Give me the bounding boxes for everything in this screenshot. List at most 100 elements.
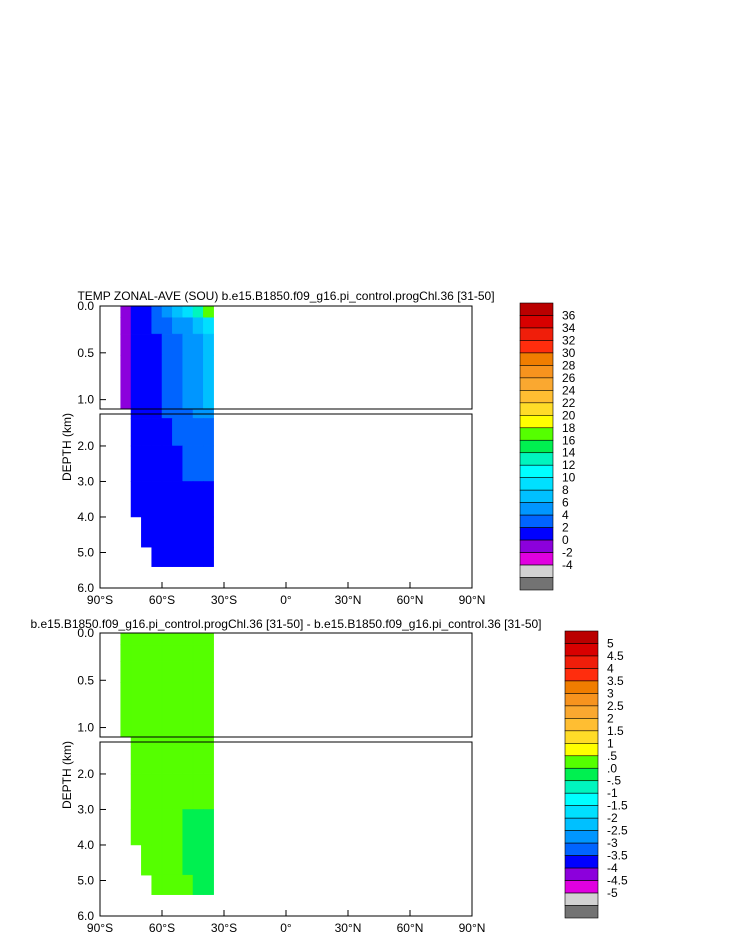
- contour-cell: [203, 682, 214, 738]
- contour-cell: [182, 546, 194, 567]
- panel-title: TEMP ZONAL-AVE (SOU) b.e15.B1850.f09_g16…: [77, 289, 494, 303]
- colorbar-swatch: [564, 842, 599, 856]
- colorbar-label: 34: [562, 321, 576, 335]
- colorbar-swatch: [519, 564, 554, 578]
- colorbar-label: 2.5: [607, 699, 624, 713]
- colorbar-swatch: [519, 452, 554, 466]
- contour-cell: [192, 844, 204, 876]
- colorbar-label: 18: [562, 421, 576, 435]
- colorbar-label: 2: [607, 711, 614, 725]
- contour-cell: [182, 418, 194, 447]
- contour-cell: [203, 661, 214, 683]
- contour-cell: [161, 305, 173, 318]
- colorbar-swatch: [564, 755, 599, 769]
- colorbar-label: 10: [562, 471, 576, 485]
- contour-cell: [172, 644, 183, 662]
- colorbar-swatch: [519, 340, 554, 354]
- contour-cell: [192, 481, 204, 518]
- contour-cell: [161, 682, 173, 738]
- colorbar-swatch: [564, 767, 599, 782]
- colorbar-label: -2: [562, 546, 573, 560]
- contour-cell: [141, 354, 152, 410]
- upper-frame: [99, 632, 473, 738]
- x-tick-label: 30°N: [335, 921, 362, 935]
- contour-cell: [172, 305, 183, 318]
- colorbar-label: -5: [607, 886, 618, 900]
- contour-cell: [192, 317, 204, 335]
- contour-cell: [151, 874, 163, 895]
- colorbar-label: .0: [607, 761, 617, 775]
- contour-cell: [192, 661, 204, 683]
- colorbar-swatch: [519, 315, 554, 329]
- contour-cell: [141, 661, 152, 683]
- contour-cell: [172, 481, 183, 518]
- colorbar-label: 6: [562, 496, 569, 510]
- contour-cell: [192, 418, 204, 447]
- colorbar-label: -.5: [607, 774, 621, 788]
- contour-cell: [130, 682, 142, 738]
- colorbar-label: 1.5: [607, 724, 624, 738]
- contour-cell: [192, 445, 204, 482]
- contour-cell: [172, 682, 183, 738]
- colorbar-swatch: [519, 352, 554, 366]
- contour-cell: [203, 546, 214, 567]
- contour-cell: [120, 682, 132, 738]
- colorbar-swatch: [519, 302, 554, 316]
- contour-cell: [192, 333, 204, 356]
- contour-cell: [161, 516, 173, 548]
- contour-cell: [161, 445, 173, 482]
- temperature-panel: TEMP ZONAL-AVE (SOU) b.e15.B1850.f09_g16…: [60, 289, 576, 607]
- contour-cell: [141, 418, 152, 447]
- colorbar-label: 3.5: [607, 674, 624, 688]
- contour-cell: [151, 682, 163, 738]
- colorbar-swatch: [564, 780, 599, 794]
- contour-cell: [151, 632, 163, 646]
- colorbar-label: 0: [562, 533, 569, 547]
- contour-cell: [172, 874, 183, 895]
- contour-cell: [161, 844, 173, 876]
- contour-cell: [182, 773, 194, 810]
- contour-cell: [120, 644, 132, 662]
- contour-cell: [130, 661, 142, 683]
- x-tick-label: 30°S: [211, 921, 237, 935]
- contour-cell: [161, 644, 173, 662]
- colorbar-swatch: [519, 552, 554, 566]
- colorbar-label: -2: [607, 811, 618, 825]
- y-tick-label: 4.0: [77, 838, 94, 852]
- colorbar-label: -2.5: [607, 824, 628, 838]
- x-tick-label: 90°N: [459, 921, 486, 935]
- contour-cell: [192, 682, 204, 738]
- contour-cell: [141, 333, 152, 356]
- contour-cell: [151, 481, 163, 518]
- colorbar-swatch: [519, 539, 554, 553]
- y-axis-label: DEPTH (km): [60, 413, 74, 481]
- contour-cell: [130, 773, 142, 810]
- contour-cell: [192, 874, 204, 895]
- colorbar-label: -4: [607, 861, 618, 875]
- contour-cell: [141, 632, 152, 646]
- contour-cell: [161, 333, 173, 356]
- colorbar-label: 28: [562, 358, 576, 372]
- contour-cell: [172, 773, 183, 810]
- contour-cell: [120, 354, 132, 410]
- contour-cell: [203, 644, 214, 662]
- contour-cell: [182, 844, 194, 876]
- colorbar-swatch: [564, 830, 599, 844]
- colorbar-swatch: [519, 439, 554, 454]
- contour-cell: [120, 632, 132, 646]
- colorbar-label: 3: [607, 686, 614, 700]
- colorbar-label: 26: [562, 371, 576, 385]
- contour-cell: [172, 418, 183, 447]
- colorbar-swatch: [564, 855, 599, 869]
- contour-cell: [182, 809, 194, 846]
- contour-cell: [161, 354, 173, 410]
- contour-cell: [161, 874, 173, 895]
- contour-cell: [203, 632, 214, 646]
- contour-cell: [130, 632, 142, 646]
- contour-cell: [182, 661, 194, 683]
- y-tick-label: 2.0: [77, 767, 94, 781]
- x-tick-label: 30°S: [211, 593, 237, 607]
- y-tick-label: 4.0: [77, 510, 94, 524]
